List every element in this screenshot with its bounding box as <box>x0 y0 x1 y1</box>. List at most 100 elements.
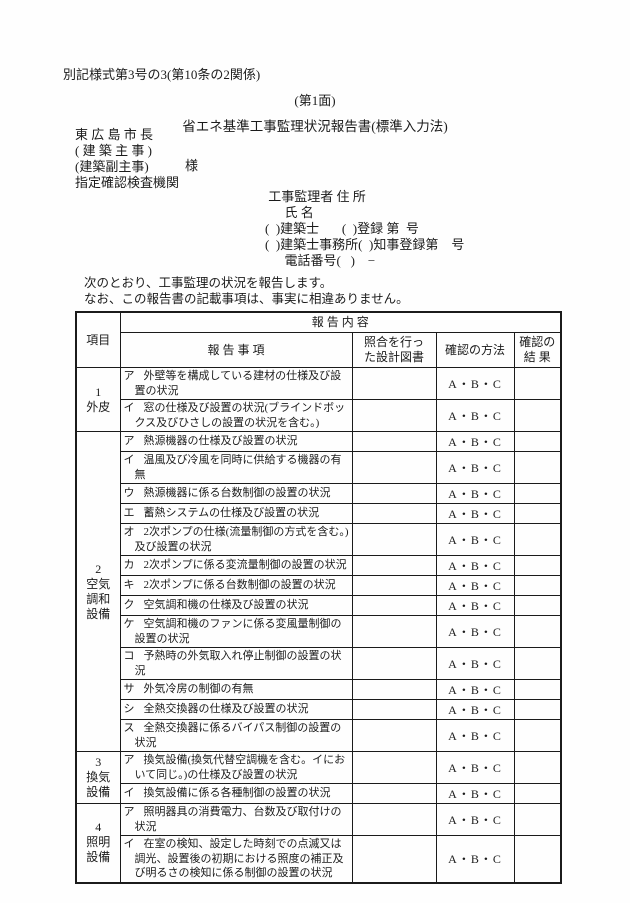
item-kana-label: ケ <box>123 618 135 630</box>
item-text: 窓の仕様及び設置の状況(ブラインドボックス及びひさしの設置の状況を含む。) <box>134 402 346 429</box>
confirm-method-cell: A・B・C <box>435 699 515 720</box>
confirm-method-cell: A・B・C <box>435 523 515 556</box>
table-row: キ 2次ポンプに係る台数制御の設置の状況 A・B・C <box>76 575 562 596</box>
item-kana-label: ク <box>123 599 135 612</box>
item-kana-label: ア <box>123 435 135 448</box>
design-doc-cell <box>351 719 437 752</box>
header-confirm-method: 確認の方法 <box>435 332 515 368</box>
item-text: 換気設備に係る各種制御の設置の状況 <box>143 787 331 800</box>
declaration-line: なお、この報告書の記載事項は、事実に相違ありません。 <box>84 291 409 306</box>
confirm-method-cell: A・B・C <box>435 679 515 700</box>
header-item-column: 項目 <box>75 311 121 368</box>
item-kana-label: エ <box>123 507 135 520</box>
table-header-row: 報 告 事 項 照合を行っ た設計図書 確認の方法 確認の 結 果 <box>76 332 562 368</box>
confirm-method-cell: A・B・C <box>435 719 515 752</box>
confirm-method-cell: A・B・C <box>435 555 515 576</box>
report-item-cell: ア熱源機器の仕様及び設置の状況 <box>119 431 353 452</box>
table-row: ケ空気調和機のファンに係る変風量制御の設置の状況 A・B・C <box>76 615 562 648</box>
header-confirm-result: 確認の 結 果 <box>513 332 562 368</box>
table-row: コ予熱時の外気取入れ停止制御の設置の状況 A・B・C <box>76 647 562 680</box>
report-item-cell: イ換気設備に係る各種制御の設置の状況 <box>119 783 353 804</box>
confirm-method-cell: A・B・C <box>435 647 515 680</box>
item-kana-label: キ <box>123 579 135 592</box>
item-kana-label: イ <box>123 787 135 800</box>
report-item-cell: ア外壁等を構成している建材の仕様及び設置の状況 <box>119 367 353 400</box>
item-text: 全熱交換器に係るバイパス制御の設置の状況 <box>134 722 342 749</box>
table-row: イ換気設備に係る各種制御の設置の状況 A・B・C <box>76 783 562 804</box>
confirm-result-cell <box>513 783 562 804</box>
report-table: 項目 報 告 内 容 報 告 事 項 照合を行っ た設計図書 確認の方法 確認の… <box>75 311 563 884</box>
design-doc-cell <box>351 647 437 680</box>
report-item-cell: ア照明器具の消費電力、台数及び取付けの状況 <box>119 803 353 836</box>
item-text: 温風及び冷風を同時に供給する機器の有無 <box>134 454 342 481</box>
supervisor-line: 電話番号( ) − <box>265 253 376 268</box>
item-text: 空気調和機の仕様及び設置の状況 <box>143 599 309 612</box>
item-kana-label: コ <box>123 650 135 662</box>
item-kana-label: カ <box>123 559 135 572</box>
confirm-result-cell <box>513 679 562 700</box>
declaration-block: 次のとおり、工事監理の状況を報告します。 なお、この報告書の記載事項は、事実に相… <box>84 276 409 307</box>
report-item-cell: サ外気冷房の制御の有無 <box>119 679 353 700</box>
addressee-line: 東 広 島 市 長 <box>75 127 154 142</box>
table-row: シ全熱交換器の仕様及び設置の状況 A・B・C <box>76 699 562 720</box>
confirm-result-cell <box>513 575 562 596</box>
item-kana-label: オ <box>123 526 135 538</box>
report-item-cell: ス全熱交換器に係るバイパス制御の設置の状況 <box>119 719 353 752</box>
report-table-body: 1 外皮ア外壁等を構成している建材の仕様及び設置の状況 A・B・C イ 窓の仕様及び設… <box>75 367 562 883</box>
confirm-method-cell: A・B・C <box>435 503 515 524</box>
design-doc-cell <box>351 751 437 784</box>
item-label-cell: 1 外皮 <box>75 367 121 432</box>
item-label-cell: 2 空気 調和 設備 <box>75 431 121 752</box>
confirm-result-cell <box>513 647 562 680</box>
confirm-result-cell <box>513 555 562 576</box>
confirm-result-cell <box>513 483 562 504</box>
declaration-line: 次のとおり、工事監理の状況を報告します。 <box>84 276 333 290</box>
table-row: 1 外皮ア外壁等を構成している建材の仕様及び設置の状況 A・B・C <box>75 367 562 432</box>
report-item-cell: オ 2次ポンプの仕様(流量制御の方式を含む。)及び設置の状況 <box>119 523 353 556</box>
design-doc-cell <box>351 431 437 452</box>
honorific-sama: 様 <box>185 158 199 173</box>
confirm-result-cell <box>513 803 562 836</box>
item-text: 2次ポンプに係る変流量制御の設置の状況 <box>143 559 347 572</box>
confirm-method-cell: A・B・C <box>435 803 515 836</box>
table-row: ウ熱源機器に係る台数制御の設置の状況 A・B・C <box>76 483 562 504</box>
form-number: 別記様式第3号の3(第10条の2関係) <box>63 67 261 82</box>
item-text: 在室の検知、設定した時刻での点滅又は調光、設置後の初期における照度の補正及び明る… <box>134 838 344 879</box>
confirm-result-cell <box>513 503 562 524</box>
table-row: サ外気冷房の制御の有無 A・B・C <box>76 679 562 700</box>
report-item-cell: イ温風及び冷風を同時に供給する機器の有無 <box>119 451 353 484</box>
table-row: イ在室の検知、設定した時刻での点滅又は調光、設置後の初期における照度の補正及び明… <box>76 835 562 883</box>
table-row: 4 照明 設備ア照明器具の消費電力、台数及び取付けの状況 A・B・C <box>75 803 562 883</box>
confirm-method-cell: A・B・C <box>435 483 515 504</box>
design-doc-cell <box>351 367 437 400</box>
item-kana-label: ウ <box>123 487 135 500</box>
item-text: 蓄熱システムの仕様及び設置の状況 <box>143 507 320 520</box>
item-text: 換気設備(換気代替空調機を含む。イにおいて同じ。)の仕様及び設置の状況 <box>134 754 346 781</box>
confirm-method-cell: A・B・C <box>435 451 515 484</box>
report-item-cell: イ在室の検知、設定した時刻での点滅又は調光、設置後の初期における照度の補正及び明… <box>119 835 353 883</box>
table-row: オ 2次ポンプの仕様(流量制御の方式を含む。)及び設置の状況 A・B・C <box>76 523 562 556</box>
item-kana-label: イ <box>123 838 135 850</box>
header-design-docs: 照合を行っ た設計図書 <box>351 332 437 368</box>
page-face-label: (第1面) <box>294 93 336 108</box>
table-row: カ 2次ポンプに係る変流量制御の設置の状況 A・B・C <box>76 555 562 576</box>
item-kana-label: ア <box>123 370 135 382</box>
item-text: 熱源機器に係る台数制御の設置の状況 <box>143 487 331 500</box>
confirm-method-cell: A・B・C <box>435 615 515 648</box>
confirm-method-cell: A・B・C <box>435 399 515 432</box>
confirm-result-cell <box>513 719 562 752</box>
item-text: 予熱時の外気取入れ停止制御の設置の状況 <box>134 650 342 677</box>
supervisor-line: 工事監理者 住 所 <box>265 189 366 204</box>
table-row: 2 空気 調和 設備ア熱源機器の仕様及び設置の状況 A・B・C <box>75 431 562 752</box>
design-doc-cell <box>351 451 437 484</box>
supervisor-line: 氏 名 <box>265 205 314 220</box>
report-item-cell: シ全熱交換器の仕様及び設置の状況 <box>119 699 353 720</box>
report-item-cell: カ 2次ポンプに係る変流量制御の設置の状況 <box>119 555 353 576</box>
confirm-result-cell <box>513 399 562 432</box>
table-row: イ温風及び冷風を同時に供給する機器の有無 A・B・C <box>76 451 562 484</box>
header-report-item: 報 告 事 項 <box>119 332 353 368</box>
confirm-result-cell <box>513 595 562 616</box>
supervisor-line: ( )建築士 ( )登録 第 号 <box>265 221 419 236</box>
item-text: 照明器具の消費電力、台数及び取付けの状況 <box>134 806 342 833</box>
